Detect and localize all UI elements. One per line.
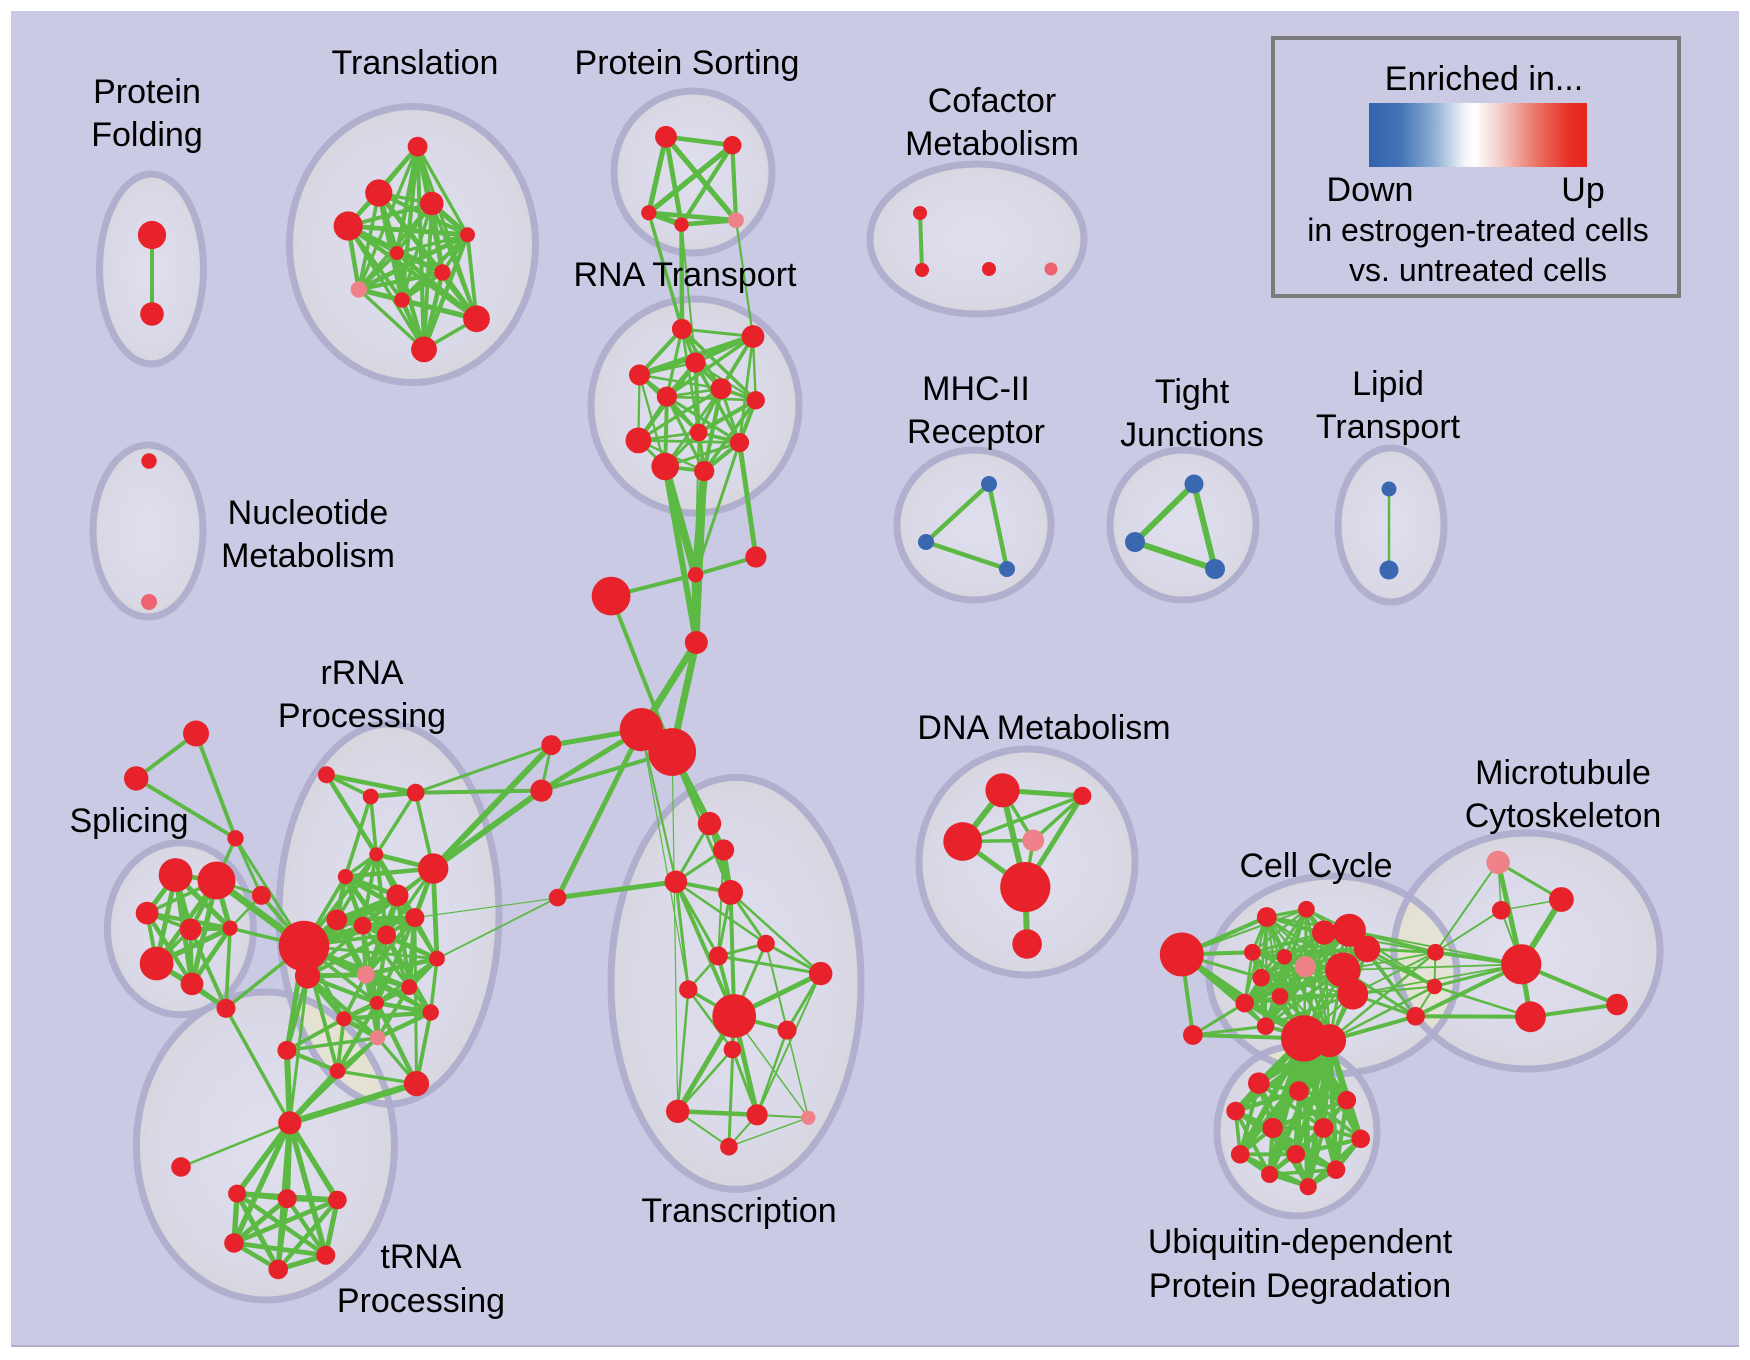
svg-text:Metabolism: Metabolism	[905, 125, 1079, 163]
svg-text:Transcription: Transcription	[641, 1192, 836, 1230]
svg-text:in estrogen-treated cells: in estrogen-treated cells	[1307, 212, 1649, 248]
svg-text:Enriched in...: Enriched in...	[1385, 60, 1583, 98]
svg-text:RNA Transport: RNA Transport	[574, 256, 798, 294]
svg-text:Processing: Processing	[337, 1282, 505, 1320]
svg-text:Down: Down	[1327, 171, 1414, 209]
svg-text:Protein Sorting: Protein Sorting	[575, 44, 800, 82]
svg-text:Up: Up	[1561, 171, 1604, 209]
svg-text:Nucleotide: Nucleotide	[228, 494, 389, 532]
svg-text:Metabolism: Metabolism	[221, 537, 395, 575]
svg-text:Ubiquitin-dependent: Ubiquitin-dependent	[1148, 1223, 1453, 1261]
svg-text:Microtubule: Microtubule	[1475, 754, 1651, 792]
svg-text:Cell Cycle: Cell Cycle	[1239, 847, 1392, 885]
svg-text:MHC-II: MHC-II	[922, 370, 1030, 408]
svg-text:Protein Degradation: Protein Degradation	[1149, 1267, 1451, 1305]
svg-text:Protein: Protein	[93, 73, 201, 111]
svg-text:Cytoskeleton: Cytoskeleton	[1465, 797, 1662, 835]
svg-text:Lipid: Lipid	[1352, 365, 1424, 403]
svg-text:Tight: Tight	[1155, 373, 1230, 411]
svg-text:rRNA: rRNA	[320, 654, 403, 692]
svg-text:Translation: Translation	[332, 44, 499, 82]
svg-text:Processing: Processing	[278, 697, 446, 735]
svg-text:Folding: Folding	[91, 116, 203, 154]
svg-text:Transport: Transport	[1316, 408, 1461, 446]
svg-text:Receptor: Receptor	[907, 413, 1045, 451]
svg-text:Cofactor: Cofactor	[928, 82, 1057, 120]
svg-text:tRNA: tRNA	[380, 1238, 462, 1276]
svg-text:Junctions: Junctions	[1120, 416, 1264, 454]
svg-text:vs. untreated cells: vs. untreated cells	[1349, 252, 1607, 288]
svg-text:DNA Metabolism: DNA Metabolism	[917, 709, 1170, 747]
svg-text:Splicing: Splicing	[69, 802, 188, 840]
